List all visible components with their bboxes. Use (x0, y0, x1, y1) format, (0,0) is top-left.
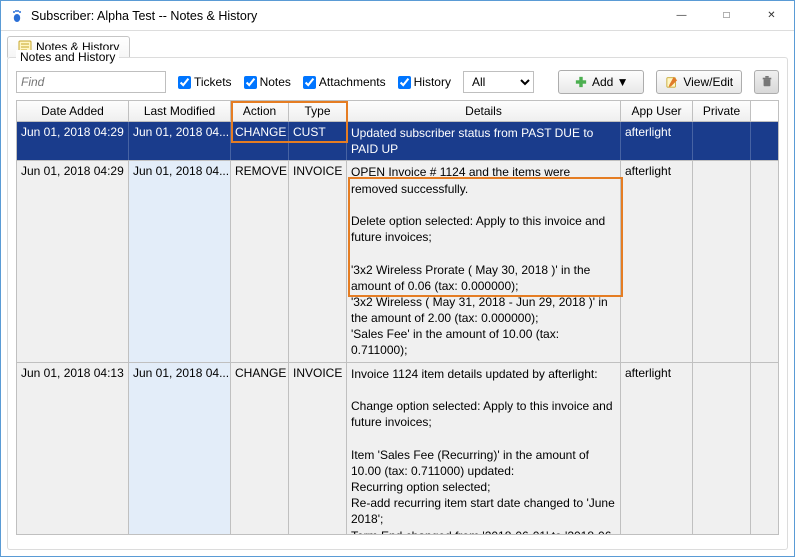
cell: CHANGE (231, 122, 289, 160)
chk-notes[interactable]: Notes (244, 75, 291, 89)
cell: Updated subscriber status from PAST DUE … (347, 122, 621, 160)
cell: Jun 01, 2018 04... (129, 363, 231, 534)
chk-history-label: History (414, 75, 451, 89)
titlebar: Subscriber: Alpha Test -- Notes & Histor… (1, 1, 794, 31)
chk-tickets-box[interactable] (178, 76, 191, 89)
cell: CHANGE (231, 363, 289, 534)
find-input[interactable] (16, 71, 166, 93)
col-priv[interactable]: Private (693, 101, 751, 121)
foot-icon (9, 8, 25, 24)
window-title: Subscriber: Alpha Test -- Notes & Histor… (31, 9, 659, 23)
cell: Invoice 1124 item details updated by aft… (347, 363, 621, 534)
cell: OPEN Invoice # 1124 and the items were r… (347, 161, 621, 361)
cell (693, 161, 751, 361)
toolbar: Tickets Notes Attachments History All (16, 70, 779, 94)
cell (693, 363, 751, 534)
table-row[interactable]: Jun 01, 2018 04:29 ...Jun 01, 2018 04...… (17, 161, 778, 362)
close-button[interactable]: ✕ (749, 1, 794, 30)
cell (693, 122, 751, 160)
grid-header: Date Added Last Modified Action Type Det… (17, 101, 778, 122)
pencil-icon (665, 75, 679, 89)
col-last[interactable]: Last Modified (129, 101, 231, 121)
view-edit-button[interactable]: View/Edit (656, 70, 742, 94)
plus-icon (574, 75, 588, 89)
filter-select[interactable]: All (463, 71, 534, 93)
view-edit-label: View/Edit (683, 75, 733, 89)
col-action[interactable]: Action (231, 101, 289, 121)
cell: afterlight (621, 161, 693, 361)
cell: INVOICE (289, 161, 347, 361)
cell: Jun 01, 2018 04... (129, 161, 231, 361)
chk-attachments-label: Attachments (319, 75, 386, 89)
chk-tickets[interactable]: Tickets (178, 75, 232, 89)
col-date[interactable]: Date Added (17, 101, 129, 121)
chk-tickets-label: Tickets (194, 75, 232, 89)
add-label: Add ▼ (592, 75, 629, 89)
cell: Jun 01, 2018 04:13 ... (17, 363, 129, 534)
table-row[interactable]: Jun 01, 2018 04:13 ...Jun 01, 2018 04...… (17, 363, 778, 534)
cell: Jun 01, 2018 04... (129, 122, 231, 160)
cell: afterlight (621, 363, 693, 534)
cell: afterlight (621, 122, 693, 160)
chk-notes-label: Notes (260, 75, 291, 89)
grid: Date Added Last Modified Action Type Det… (16, 100, 779, 535)
trash-icon (760, 75, 774, 89)
maximize-button[interactable]: □ (704, 1, 749, 30)
main-tabs: Notes & History (1, 31, 794, 57)
cell: INVOICE (289, 363, 347, 534)
add-button[interactable]: Add ▼ (558, 70, 644, 94)
chk-notes-box[interactable] (244, 76, 257, 89)
col-details[interactable]: Details (347, 101, 621, 121)
chk-history-box[interactable] (398, 76, 411, 89)
groupbox-label: Notes and History (16, 50, 119, 64)
minimize-button[interactable]: — (659, 1, 704, 30)
chk-attachments[interactable]: Attachments (303, 75, 386, 89)
grid-body[interactable]: Jun 01, 2018 04:29 ...Jun 01, 2018 04...… (17, 122, 778, 534)
cell: REMOVE (231, 161, 289, 361)
col-type[interactable]: Type (289, 101, 347, 121)
chk-history[interactable]: History (398, 75, 451, 89)
cell: Jun 01, 2018 04:29 ... (17, 161, 129, 361)
cell: CUST (289, 122, 347, 160)
notes-history-panel: Notes and History Tickets Notes Attachme… (7, 57, 788, 550)
col-user[interactable]: App User (621, 101, 693, 121)
table-row[interactable]: Jun 01, 2018 04:29 ...Jun 01, 2018 04...… (17, 122, 778, 161)
chk-attachments-box[interactable] (303, 76, 316, 89)
cell: Jun 01, 2018 04:29 ... (17, 122, 129, 160)
delete-button[interactable] (754, 70, 779, 94)
